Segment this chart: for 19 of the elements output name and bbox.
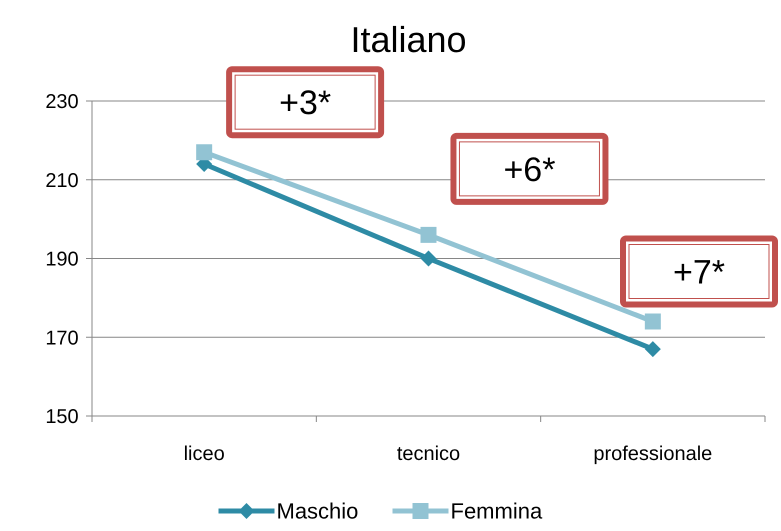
annotation: +7* xyxy=(673,253,725,292)
y-tick-label: 210 xyxy=(45,170,79,192)
annotation: +3* xyxy=(279,84,332,122)
x-tick-label: liceo xyxy=(184,443,225,465)
y-tick-label: 150 xyxy=(45,406,79,428)
y-tick-label: 230 xyxy=(45,91,79,113)
point xyxy=(420,226,436,243)
y-tick-label: 190 xyxy=(45,248,79,270)
point xyxy=(196,144,212,160)
point xyxy=(644,341,661,358)
legend-label: Femmina xyxy=(450,498,543,524)
point xyxy=(644,314,661,330)
legend-label: Maschio xyxy=(276,498,358,524)
y-tick-label: 170 xyxy=(45,327,79,350)
point xyxy=(420,250,436,266)
chart-title: Italiano xyxy=(350,19,467,60)
annotation: +6* xyxy=(503,150,556,189)
x-tick-label: professionale xyxy=(593,443,712,465)
x-tick-label: tecnico xyxy=(396,443,460,465)
